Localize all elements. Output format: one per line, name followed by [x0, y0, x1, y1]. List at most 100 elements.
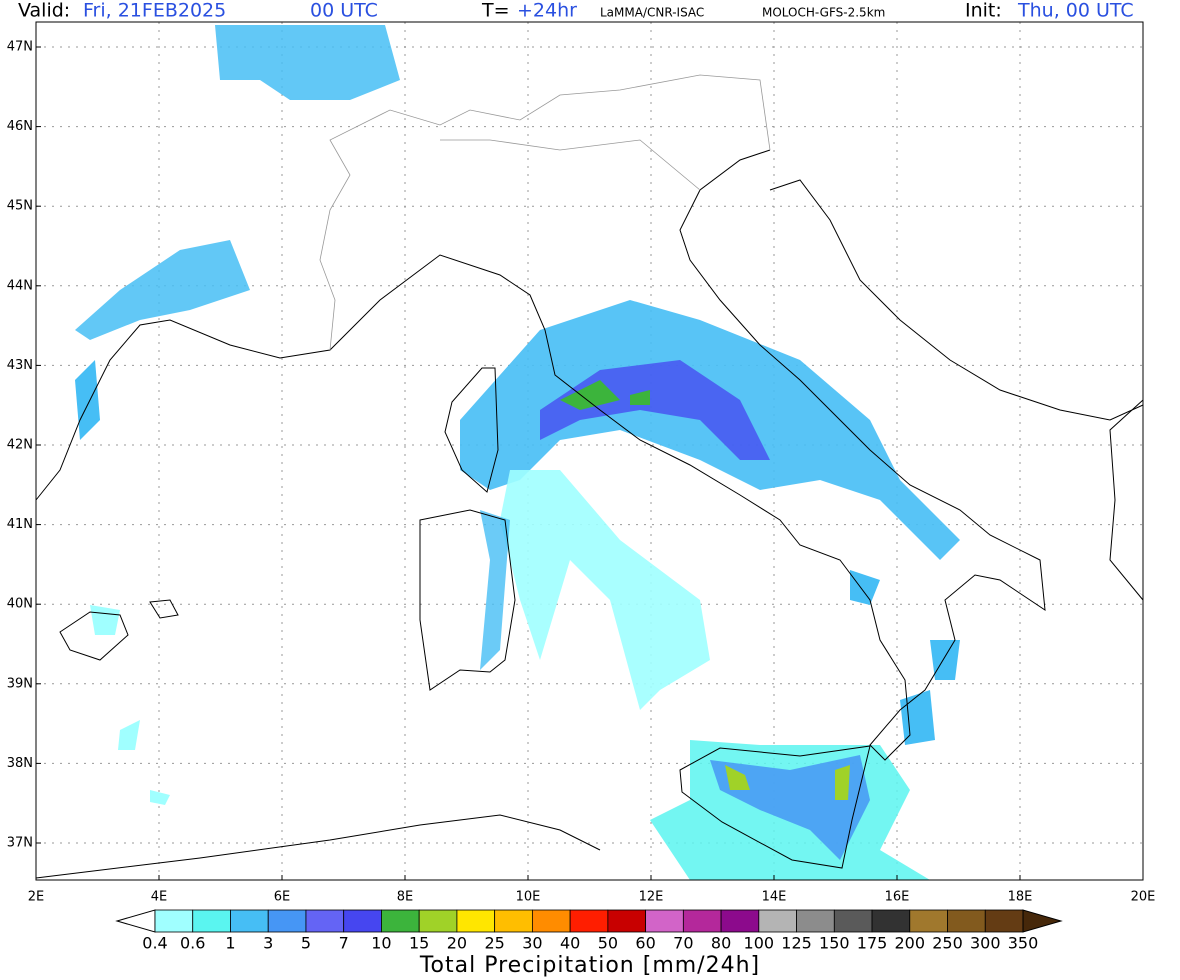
- africa-coast: [35, 814, 601, 879]
- colorbar-box: [607, 909, 647, 933]
- colorbar-label: 7: [339, 934, 349, 953]
- lat-label: 41N: [7, 517, 33, 532]
- lat-label: 37N: [7, 836, 33, 851]
- precip-area: [850, 570, 960, 745]
- colorbar-label: 3: [263, 934, 273, 953]
- colorbar-label: 10: [371, 934, 391, 953]
- colorbar-label: 30: [522, 934, 542, 953]
- colorbar-label: 1: [225, 934, 235, 953]
- precip-area: [500, 470, 710, 710]
- colorbar-label: 0.4: [142, 934, 167, 953]
- precipitation: [75, 25, 960, 880]
- colorbar-label: 40: [560, 934, 580, 953]
- colorbar-box: [305, 909, 345, 933]
- map: 47N 46N 45N 44N 43N 42N 41N 40N 39N 38N 37N 2E 4E 6E 8…: [7, 21, 1156, 905]
- colorbar-label: 250: [932, 934, 963, 953]
- precip-area: [480, 510, 510, 670]
- colorbar-over: [1022, 909, 1063, 933]
- valid-date: Fri, 21FEB2025: [83, 0, 226, 22]
- colorbar-box: [154, 909, 194, 933]
- colorbar-label: 70: [673, 934, 693, 953]
- colorbar-under: [115, 909, 156, 933]
- axes: 47N 46N 45N 44N 43N 42N 41N 40N 39N 38N 37N 2E 4E 6E 8…: [7, 40, 1156, 905]
- colorbar-box: [720, 909, 760, 933]
- colorbar-label: 125: [781, 934, 812, 953]
- coastline: [769, 179, 1144, 421]
- colorbar-label: 0.6: [180, 934, 205, 953]
- lon-label: 10E: [516, 890, 541, 905]
- lon-label: 18E: [1008, 890, 1033, 905]
- lat-label: 46N: [7, 119, 33, 134]
- colorbar-box: [796, 909, 835, 933]
- valid-label: Valid:: [18, 0, 70, 22]
- colorbar-box: [984, 909, 1024, 933]
- colorbar-label: 100: [744, 934, 775, 953]
- valid-time: 00 UTC: [310, 0, 378, 22]
- lat-label: 45N: [7, 199, 33, 214]
- precip-area: [560, 380, 650, 410]
- precip-area: [710, 755, 870, 860]
- colorbar-box: [343, 909, 382, 933]
- colorbar-label: 200: [895, 934, 926, 953]
- header: Valid: Fri, 21FEB2025 00 UTC T= +24hr La…: [18, 0, 1134, 22]
- lat-label: 43N: [7, 358, 33, 373]
- model: MOLOCH-GFS-2.5km: [762, 6, 885, 20]
- corsica: [444, 367, 499, 493]
- colorbar: Total Precipitation [mm/24h] 0.4 0.6 1 3 5 7 1…: [115, 909, 1063, 978]
- colorbar-box: [682, 909, 722, 933]
- colorbar-box: [418, 909, 458, 933]
- init-label: Init:: [965, 0, 1002, 22]
- step: +24hr: [517, 0, 577, 22]
- colorbar-label: 350: [1008, 934, 1039, 953]
- lon-label: 12E: [639, 890, 664, 905]
- lat-label: 39N: [7, 676, 33, 691]
- map-frame: [35, 21, 1144, 881]
- lon-label: 8E: [397, 890, 414, 905]
- precip-area: [90, 605, 170, 805]
- lon-label: 14E: [762, 890, 787, 905]
- lat-label: 38N: [7, 756, 33, 771]
- border: [319, 74, 771, 351]
- colorbar-title: Total Precipitation [mm/24h]: [419, 953, 760, 978]
- precip-area: [75, 360, 100, 440]
- lon-label: 6E: [274, 890, 291, 905]
- colorbar-box: [456, 909, 496, 933]
- balearics: [59, 599, 179, 661]
- institution: LaMMA/CNR-ISAC: [600, 6, 704, 20]
- colorbar-label: 60: [635, 934, 655, 953]
- colorbar-box: [833, 909, 873, 933]
- lon-label: 2E: [28, 890, 45, 905]
- colorbar-box: [494, 909, 533, 933]
- colorbar-box: [645, 909, 684, 933]
- colorbar-box: [758, 909, 797, 933]
- grid: [36, 22, 1143, 880]
- colorbar-box: [230, 909, 269, 933]
- colorbar-label: 80: [711, 934, 731, 953]
- colorbar-label: 5: [301, 934, 311, 953]
- colorbar-label: 150: [819, 934, 850, 953]
- step-label: T=: [481, 0, 510, 22]
- lat-label: 47N: [7, 40, 33, 55]
- colorbar-box: [909, 909, 948, 933]
- sicily: [679, 745, 871, 869]
- sardinia: [419, 509, 516, 691]
- lat-label: 40N: [7, 597, 33, 612]
- precip-area: [725, 765, 850, 800]
- colorbar-label: 25: [484, 934, 504, 953]
- lon-label: 20E: [1131, 890, 1156, 905]
- colorbar-box: [947, 909, 986, 933]
- colorbar-label: 20: [447, 934, 467, 953]
- borders: [319, 74, 771, 351]
- colorbar-box: [267, 909, 307, 933]
- colorbar-box: [569, 909, 609, 933]
- precip-area: [215, 25, 400, 100]
- colorbar-label: 175: [857, 934, 888, 953]
- lat-label: 44N: [7, 278, 33, 293]
- colorbar-box: [531, 909, 571, 933]
- lat-label: 42N: [7, 438, 33, 453]
- colorbar-box: [871, 909, 911, 933]
- colorbar-box: [192, 909, 231, 933]
- colorbar-label: 15: [409, 934, 429, 953]
- colorbar-box: [381, 909, 420, 933]
